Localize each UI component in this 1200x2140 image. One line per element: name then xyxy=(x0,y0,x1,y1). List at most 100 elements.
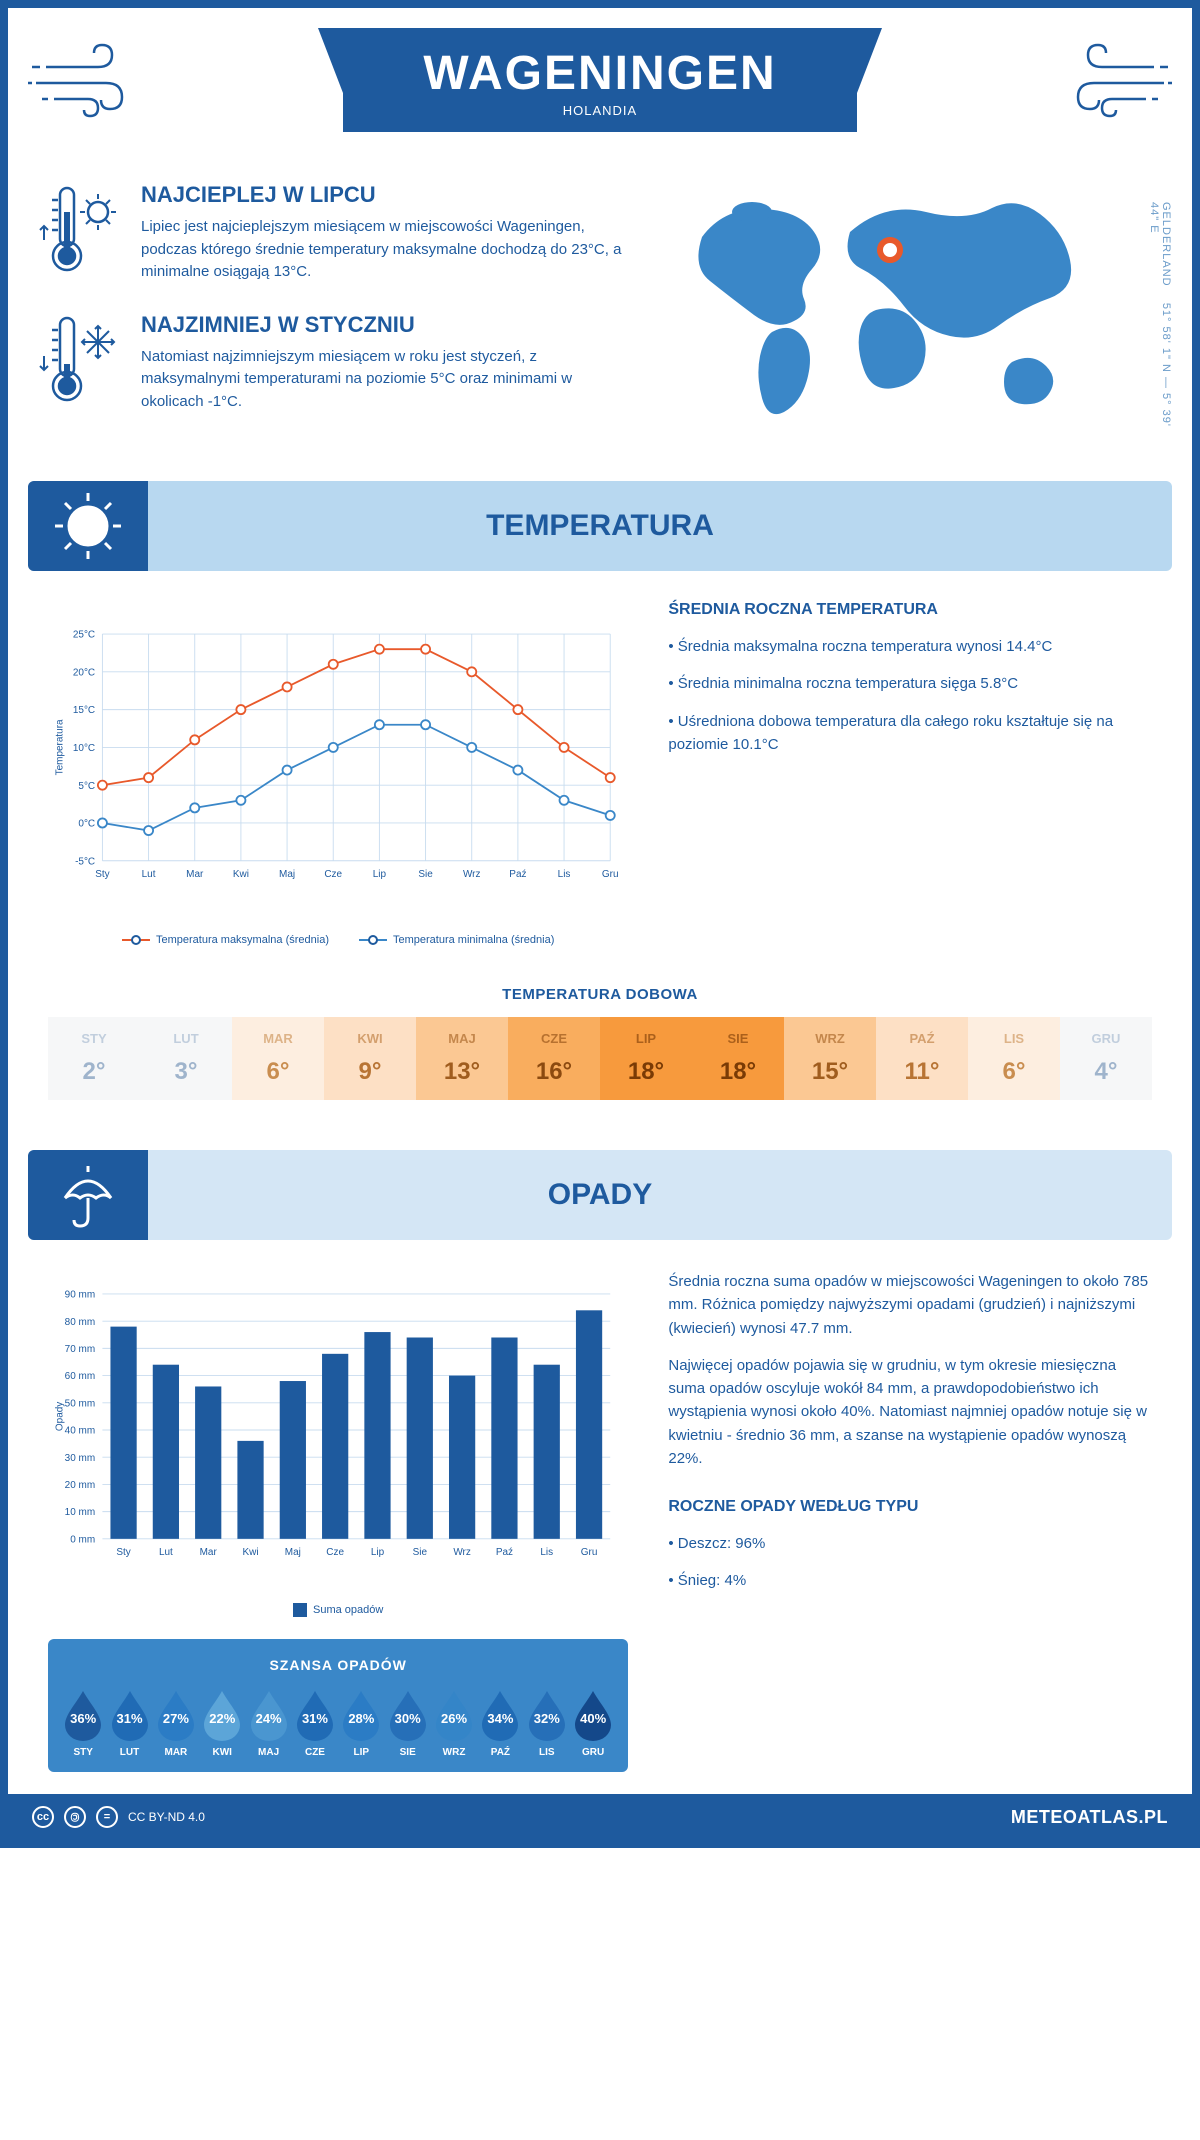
precip-chance-drop: 34%PAŹ xyxy=(478,1687,522,1758)
daily-temp-cell: MAR6° xyxy=(232,1017,324,1100)
svg-text:Cze: Cze xyxy=(324,869,342,880)
precip-section-header: OPADY xyxy=(28,1150,1172,1240)
svg-text:Lut: Lut xyxy=(159,1547,173,1558)
footer-license: cc 🄯 = CC BY-ND 4.0 xyxy=(32,1806,205,1828)
svg-text:0 mm: 0 mm xyxy=(70,1534,95,1545)
svg-text:0°C: 0°C xyxy=(78,819,95,830)
precip-p2: Najwięcej opadów pojawia się w grudniu, … xyxy=(668,1354,1152,1470)
by-icon: 🄯 xyxy=(64,1806,86,1828)
daily-temp-cell: LUT3° xyxy=(140,1017,232,1100)
city-name: WAGENINGEN xyxy=(423,46,776,101)
daily-temp-cell: LIP18° xyxy=(600,1017,692,1100)
svg-text:Gru: Gru xyxy=(581,1547,598,1558)
precip-chance-title: SZANSA OPADÓW xyxy=(60,1657,616,1673)
cc-icon: cc xyxy=(32,1806,54,1828)
svg-text:40 mm: 40 mm xyxy=(65,1426,95,1437)
svg-text:Lis: Lis xyxy=(540,1547,553,1558)
svg-text:Kwi: Kwi xyxy=(233,869,249,880)
precip-chance-drop: 30%SIE xyxy=(386,1687,430,1758)
daily-temp-cell: WRZ15° xyxy=(784,1017,876,1100)
svg-text:60 mm: 60 mm xyxy=(65,1371,95,1382)
svg-text:70 mm: 70 mm xyxy=(65,1344,95,1355)
wind-decor-left-icon xyxy=(28,43,138,123)
precip-p1: Średnia roczna suma opadów w miejscowośc… xyxy=(668,1270,1152,1340)
info-section: NAJCIEPLEJ W LIPCU Lipiec jest najcieple… xyxy=(28,162,1172,481)
precipitation-bar-chart: 0 mm10 mm20 mm30 mm40 mm50 mm60 mm70 mm8… xyxy=(48,1270,628,1794)
precip-type-bullet: • Śnieg: 4% xyxy=(668,1569,1152,1592)
precip-chart-legend: Suma opadów xyxy=(48,1603,628,1617)
thermometer-hot-icon xyxy=(38,182,123,284)
precip-type-bullet: • Deszcz: 96% xyxy=(668,1532,1152,1555)
precip-chance-drop: 24%MAJ xyxy=(247,1687,291,1758)
legend-item: Temperatura maksymalna (średnia) xyxy=(122,934,329,946)
svg-text:10 mm: 10 mm xyxy=(65,1507,95,1518)
svg-text:Sie: Sie xyxy=(413,1547,428,1558)
thermometer-cold-icon xyxy=(38,312,123,414)
precip-title: OPADY xyxy=(548,1178,652,1211)
coordinates: GELDERLAND 51° 58' 1" N — 5° 39' 44" E xyxy=(1148,202,1172,441)
svg-text:Temperatura: Temperatura xyxy=(55,719,66,775)
temp-bullet: • Średnia maksymalna roczna temperatura … xyxy=(668,635,1152,658)
warmest-title: NAJCIEPLEJ W LIPCU xyxy=(141,182,622,208)
infographic-container: WAGENINGEN HOLANDIA xyxy=(0,0,1200,1848)
svg-text:Lut: Lut xyxy=(142,869,156,880)
coldest-desc: Natomiast najzimniejszym miesiącem w rok… xyxy=(141,346,622,414)
svg-text:20°C: 20°C xyxy=(73,667,95,678)
daily-temp-cell: KWI9° xyxy=(324,1017,416,1100)
precip-chance-block: SZANSA OPADÓW 36%STY31%LUT27%MAR22%KWI24… xyxy=(48,1639,628,1772)
temp-summary-title: ŚREDNIA ROCZNA TEMPERATURA xyxy=(668,601,1152,619)
svg-text:Lip: Lip xyxy=(373,869,387,880)
svg-text:Kwi: Kwi xyxy=(242,1547,258,1558)
svg-text:Lis: Lis xyxy=(558,869,571,880)
precip-chance-drop: 32%LIS xyxy=(525,1687,569,1758)
svg-text:Paź: Paź xyxy=(509,869,526,880)
daily-temp-cell: MAJ13° xyxy=(416,1017,508,1100)
precip-summary: Średnia roczna suma opadów w miejscowośc… xyxy=(668,1270,1152,1794)
svg-text:Maj: Maj xyxy=(285,1547,301,1558)
svg-text:Mar: Mar xyxy=(186,869,204,880)
temp-bullet: • Uśredniona dobowa temperatura dla całe… xyxy=(668,710,1152,757)
precip-chance-drop: 28%LIP xyxy=(339,1687,383,1758)
temp-bullet: • Średnia minimalna roczna temperatura s… xyxy=(668,672,1152,695)
country-name: HOLANDIA xyxy=(423,103,776,118)
svg-text:25°C: 25°C xyxy=(73,630,95,641)
coldest-block: NAJZIMNIEJ W STYCZNIU Natomiast najzimni… xyxy=(38,312,622,414)
svg-text:Wrz: Wrz xyxy=(453,1547,471,1558)
footer-site: METEOATLAS.PL xyxy=(1011,1807,1168,1828)
daily-temp-title: TEMPERATURA DOBOWA xyxy=(48,986,1152,1003)
svg-text:Cze: Cze xyxy=(326,1547,344,1558)
nd-icon: = xyxy=(96,1806,118,1828)
precip-chance-drop: 31%LUT xyxy=(108,1687,152,1758)
precip-type-title: ROCZNE OPADY WEDŁUG TYPU xyxy=(668,1498,1152,1516)
svg-text:Sty: Sty xyxy=(95,869,109,880)
sun-section-icon xyxy=(28,481,148,571)
precip-chance-drop: 26%WRZ xyxy=(432,1687,476,1758)
svg-text:15°C: 15°C xyxy=(73,705,95,716)
svg-text:50 mm: 50 mm xyxy=(65,1398,95,1409)
daily-temp-cell: PAŹ11° xyxy=(876,1017,968,1100)
temperature-line-chart: -5°C0°C5°C10°C15°C20°C25°CStyLutMarKwiMa… xyxy=(48,601,628,946)
daily-temp-cell: CZE16° xyxy=(508,1017,600,1100)
umbrella-section-icon xyxy=(28,1150,148,1240)
svg-text:Opady: Opady xyxy=(55,1402,66,1431)
precip-chance-drop: 31%CZE xyxy=(293,1687,337,1758)
precip-chance-drop: 27%MAR xyxy=(154,1687,198,1758)
svg-text:90 mm: 90 mm xyxy=(65,1290,95,1301)
header: WAGENINGEN HOLANDIA xyxy=(28,28,1172,162)
svg-text:10°C: 10°C xyxy=(73,743,95,754)
daily-temp-cell: LIS6° xyxy=(968,1017,1060,1100)
temperature-section-header: TEMPERATURA xyxy=(28,481,1172,571)
daily-temp-cell: SIE18° xyxy=(692,1017,784,1100)
world-map-icon xyxy=(662,182,1102,422)
precip-chance-drop: 22%KWI xyxy=(200,1687,244,1758)
svg-text:30 mm: 30 mm xyxy=(65,1453,95,1464)
daily-temp-section: TEMPERATURA DOBOWA STY2°LUT3°MAR6°KWI9°M… xyxy=(48,986,1152,1100)
header-banner: WAGENINGEN HOLANDIA xyxy=(343,28,856,132)
svg-text:Wrz: Wrz xyxy=(463,869,481,880)
svg-text:Sty: Sty xyxy=(116,1547,130,1558)
wind-decor-right-icon xyxy=(1062,43,1172,123)
svg-text:Sie: Sie xyxy=(418,869,433,880)
coldest-title: NAJZIMNIEJ W STYCZNIU xyxy=(141,312,622,338)
svg-text:Mar: Mar xyxy=(200,1547,218,1558)
map-area: GELDERLAND 51° 58' 1" N — 5° 39' 44" E xyxy=(662,182,1162,441)
